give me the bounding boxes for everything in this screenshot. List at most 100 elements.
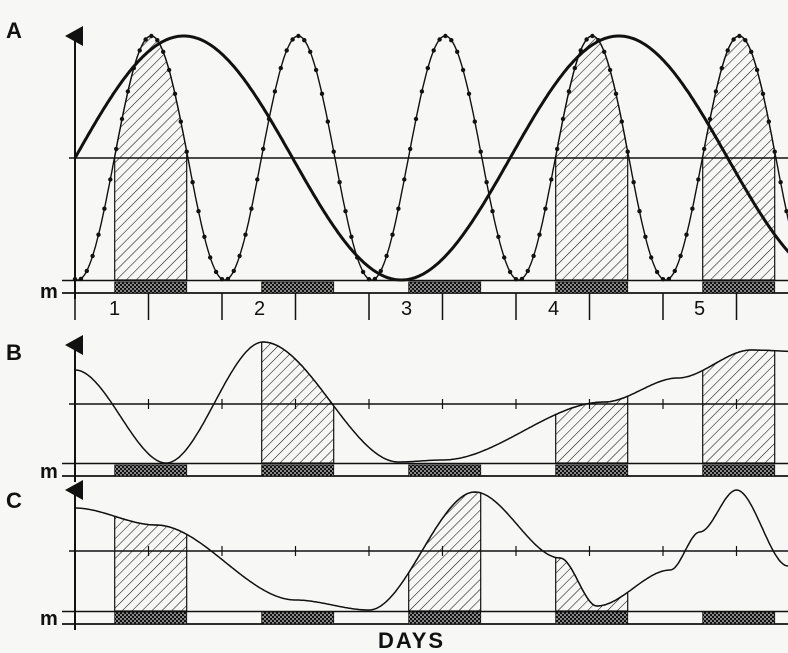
panel-a-curve-dot [678,253,683,259]
panel-b-label: B [6,340,22,365]
panel-a-curve-dot [402,177,407,182]
panel-a-curve-dot [531,253,536,259]
panel-a-curve-dot [625,149,630,154]
x-axis-title: DAYS [378,628,445,653]
panel-a-curve-dot [196,209,201,214]
panel-a-curve-dot [743,38,748,43]
panel-a-curve-dot [143,37,148,42]
panel-a-curve-dot [566,89,572,94]
panel-c-night-bar-1 [114,611,188,625]
panel-a-night-bar-2 [261,281,335,294]
panel-a-curve-dot [155,38,160,43]
panel-a-night-bar-3 [408,281,482,294]
panel-c-night-bar-5 [702,611,776,625]
day-label-3: 3 [401,298,412,320]
panel-a-curve-dot [707,116,713,122]
panel-a-curve-dot [437,37,442,42]
panel-a-curve-dot [337,180,342,185]
panel-a-curve-dot [319,91,325,97]
panel-a-curve-dot [108,177,113,182]
panel-a-curve-dot [149,33,154,39]
panel-c-night-bar-3 [408,611,482,625]
panel-a-curve-dot [513,277,519,282]
panel-a-curve-dot [119,116,125,122]
panel-a-curve-dot [613,91,619,97]
panel-a-curve-dot [460,67,466,73]
panel-c-night-bar-2 [261,611,335,625]
panel-a-curve-dot [290,37,295,42]
panel-a-curve-dot [502,255,507,260]
panel-a-curve-dot [166,67,172,73]
shaded-regions [114,35,776,612]
panel-a-curve-dot [296,33,301,39]
day-label-2: 2 [254,298,265,320]
panel-a-curve-dot [425,65,430,71]
panel-a-curve-dot [543,206,548,211]
panel-a-curve-dot [184,149,189,154]
panel-a-curve-dot [443,33,448,39]
panel-b-night-bar-5 [702,464,776,477]
panel-a-curve-dot [360,269,366,275]
panel-a-night-bar-1 [114,281,188,294]
panel-a-curve-dot [419,89,425,94]
panel-a-curve-dot [114,146,119,152]
panel-a-curve-dot [449,38,454,43]
panel-a-curve-dot [643,234,648,239]
panel-a-curve-dot [225,276,231,282]
panel-a-night-bar-4 [555,281,629,294]
panel-a-curve-dot [413,116,419,122]
night-bars [114,281,776,625]
panel-a-curve-dot [484,180,489,185]
panel-a-curve-dot [302,38,307,43]
panel-a-curve-dot [202,234,207,239]
panel-b-night-bar-2 [261,464,335,477]
panel-a-curve-dot [84,268,90,274]
panel-a-curve-dot [219,277,225,282]
panel-a-curve-dot [560,116,566,122]
panel-a-curve-dot [78,276,84,282]
panel-a-curve-dot [602,49,607,54]
panel-a-curve-dot [172,91,178,97]
panel-a-curve-dot [408,146,413,152]
panel-a-curve-dot [749,49,754,54]
panel-b-m-label: m [40,461,58,483]
panel-a-curve-dot [249,206,254,211]
panel-a-curve-dot [355,255,360,260]
panel-a-curve-dot [372,276,378,282]
panel-a-curve-dot [507,269,513,275]
day-label-1: 1 [109,298,120,320]
panel-c-shaded-day-1 [114,515,188,612]
panel-a-label: A [6,18,22,43]
panel-a-curve-dot [578,48,583,53]
panel-a-curve-dot [396,206,401,211]
panel-b-night-bar-4 [555,464,629,477]
panel-a-m-label: m [40,281,58,303]
panel-a-curve-dot [649,255,654,260]
panel-a-curve-dot [525,268,530,274]
panel-b-night-bar-1 [114,464,188,477]
panel-a-curve-dot [390,232,395,237]
panel-a-curve-dot [549,177,554,182]
panel-c-m-label: m [40,608,58,630]
panel-a-curve-dot [313,67,319,73]
panel-a-curve-dot [90,253,95,259]
panel-a-curve-dot [760,91,766,97]
panel-a-curve-dot [713,89,719,94]
panel-a-curve-dot [325,119,330,124]
panel-a-curve-dot [637,209,642,214]
panel-a-curve-dot [455,49,460,54]
day-label-4: 4 [548,298,559,320]
panel-a-curve-dot [778,180,783,185]
panel-a-curve-dot [519,276,525,282]
panel-a-curve-dot [272,89,278,94]
panel-a-curve-dot [96,232,101,237]
panel-c-night-bar-4 [555,611,629,625]
panel-a-curve-dot [590,33,595,39]
panel-a-curve-dot [478,149,483,154]
panel-a-curve-dot [555,146,560,152]
panel-b-shaded-day-5 [702,349,776,464]
panel-a-curve-dot [537,232,542,237]
panel-a-curve-dot [719,65,724,71]
panel-a-curve-dot [213,269,219,275]
